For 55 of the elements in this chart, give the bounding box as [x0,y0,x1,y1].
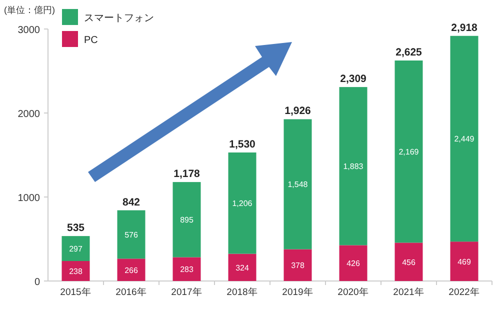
bar [450,36,478,242]
total-label: 1,178 [174,168,200,180]
bar [284,119,312,250]
x-tick-label: 2018年 [226,286,258,298]
bar [62,261,90,281]
data-label: 469 [458,257,472,266]
x-tick-label: 2022年 [448,286,480,298]
legend-label: スマートフォン [84,13,154,24]
bar [117,258,146,281]
y-tick-label: 3000 [18,25,40,36]
bar [450,242,478,281]
data-label: 456 [402,258,416,267]
bar [339,245,368,281]
y-tick-label: 1000 [18,193,40,204]
data-label: 238 [69,267,83,276]
bar [228,152,256,254]
bar [284,249,312,281]
data-label: 2,449 [454,134,475,144]
x-tick-label: 2021年 [393,286,424,298]
bar [339,87,368,246]
x-tick-label: 2017年 [171,286,202,298]
data-label: 297 [69,244,83,254]
x-tick-label: 2015年 [60,286,92,298]
total-label: 842 [122,196,140,208]
data-label: 1,883 [343,162,364,172]
x-tick-label: 2020年 [338,286,369,298]
data-label: 324 [236,263,250,272]
bar [172,182,201,258]
total-label: 535 [66,222,85,234]
bar [172,257,201,281]
y-tick-label: 0 [34,277,40,288]
bar [394,242,423,281]
data-label: 1,548 [288,180,308,190]
bar [394,60,423,243]
data-label: 1,206 [232,199,253,208]
data-label: 378 [291,261,305,270]
legend-label: PC [84,35,98,46]
data-label: 576 [124,230,138,240]
y-tick-label: 2000 [18,109,40,120]
bar [62,236,90,262]
data-label: 266 [124,266,138,275]
data-label: 895 [180,216,194,225]
bar [228,254,256,281]
total-label: 2,309 [340,73,367,86]
data-label: 283 [180,265,194,274]
total-label: 1,530 [229,138,256,150]
bar [117,210,146,259]
x-tick-label: 2016年 [116,286,147,298]
x-tick-label: 2019年 [282,286,314,298]
y-axis-title: (単位：億円) [4,5,55,15]
data-label: 426 [346,259,360,268]
data-label: 2,169 [398,148,420,157]
total-label: 2,625 [396,46,422,58]
total-label: 1,926 [284,105,312,118]
total-label: 2,918 [451,22,478,34]
